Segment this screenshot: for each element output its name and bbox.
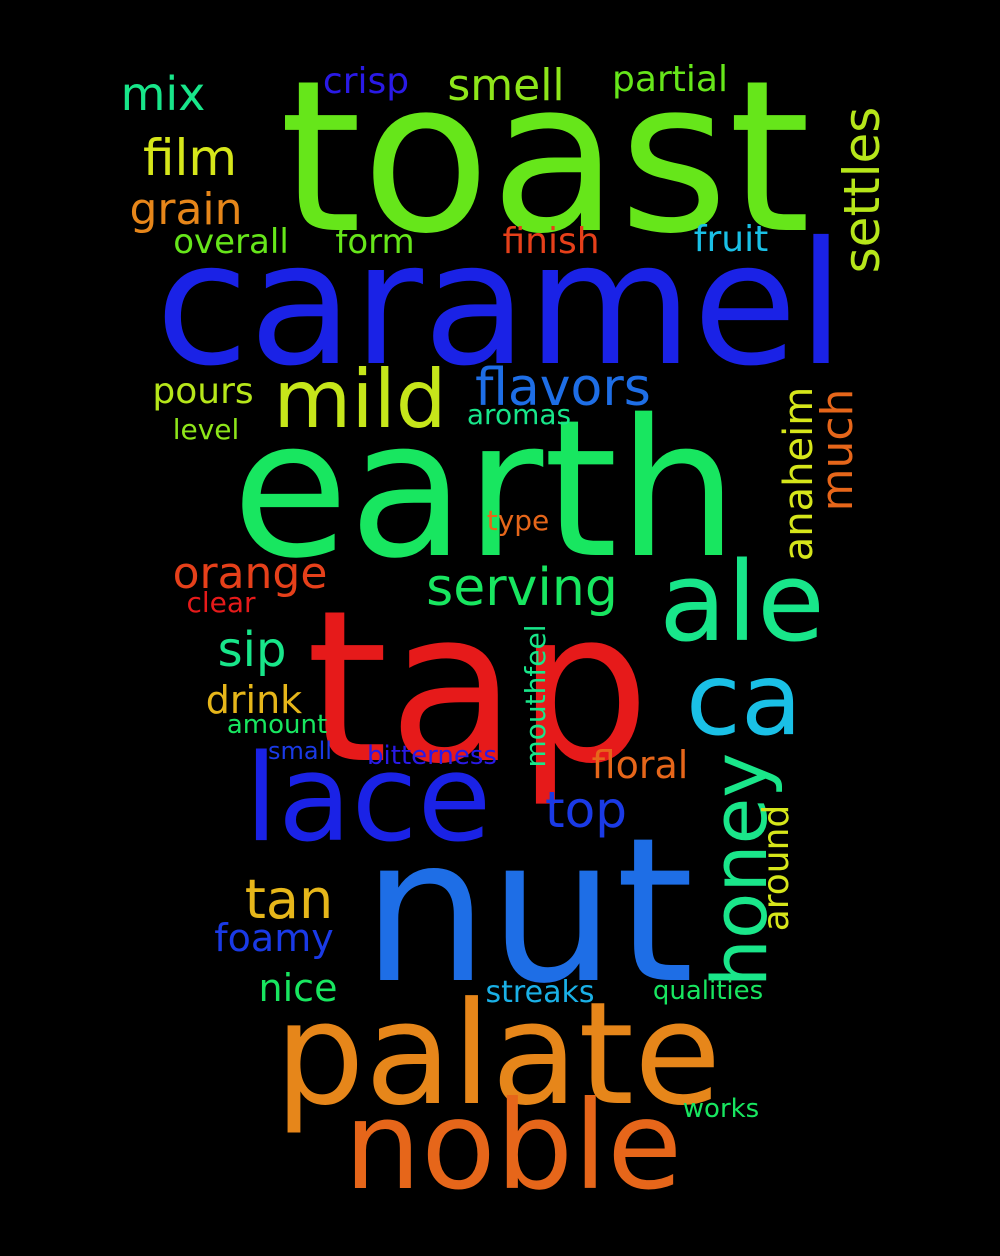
word-works: works	[682, 1094, 760, 1124]
word-tan: tan	[244, 868, 334, 931]
word-floral: floral	[591, 743, 689, 787]
word-flavors: flavors	[475, 358, 651, 418]
word-serving: serving	[426, 558, 618, 618]
word-amount: amount	[226, 710, 328, 740]
word-mild: mild	[273, 353, 447, 446]
word-overall: overall	[173, 222, 289, 262]
word-level: level	[172, 413, 240, 446]
word-lace: lace	[244, 730, 492, 869]
word-qualities: qualities	[652, 976, 764, 1006]
word-small: small	[268, 737, 332, 765]
word-mouthfeel: mouthfeel	[519, 624, 552, 768]
word-top: top	[545, 781, 627, 839]
word-pours: pours	[152, 371, 254, 412]
word-ca: ca	[685, 641, 803, 758]
word-around: around	[756, 804, 797, 932]
word-film: film	[142, 129, 238, 187]
word-caramel: caramel	[155, 206, 845, 404]
word-streaks: streaks	[485, 975, 595, 1010]
word-settles: settles	[833, 106, 891, 274]
word-nut: nut	[362, 795, 694, 1028]
word-smell: smell	[447, 60, 565, 111]
word-drink: drink	[205, 678, 303, 722]
word-much: much	[812, 388, 863, 512]
word-toast: toast	[279, 35, 811, 280]
word-type: type	[486, 504, 550, 537]
word-fruit: fruit	[693, 219, 769, 260]
word-grain: grain	[129, 184, 243, 235]
word-noble: noble	[343, 1075, 683, 1217]
word-tap: tap	[305, 565, 651, 810]
word-crisp: crisp	[322, 61, 410, 102]
word-bitterness: bitterness	[367, 741, 497, 771]
word-partial: partial	[612, 59, 728, 100]
word-clear: clear	[186, 586, 256, 619]
word-earth: earth	[231, 379, 739, 600]
word-palate: palate	[274, 972, 722, 1137]
word-ale: ale	[659, 538, 825, 666]
word-nice: nice	[258, 966, 338, 1010]
word-finish: finish	[502, 221, 600, 262]
word-sip: sip	[217, 622, 287, 678]
word-mix: mix	[120, 67, 206, 121]
word-foamy: foamy	[214, 916, 334, 960]
word-aromas: aromas	[466, 398, 572, 431]
word-form: form	[335, 222, 415, 262]
word-orange: orange	[172, 548, 328, 599]
